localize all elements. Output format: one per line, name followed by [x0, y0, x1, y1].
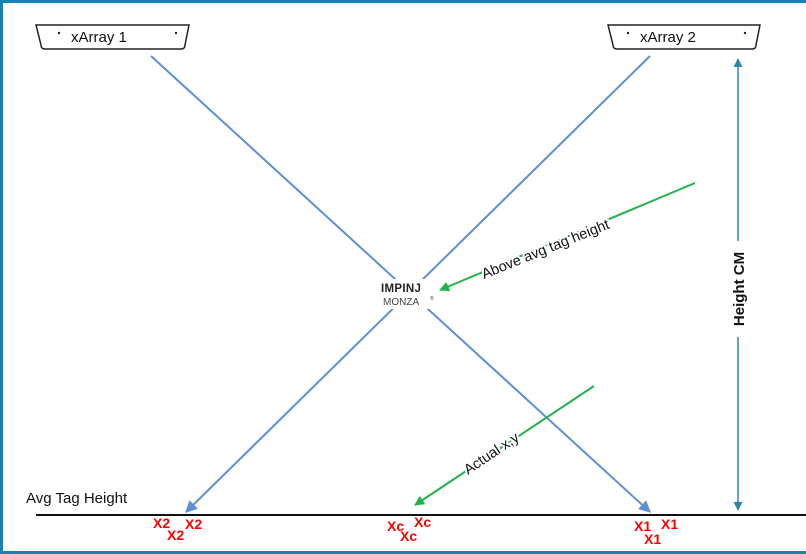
tag-product-text: MONZA	[383, 297, 419, 308]
xc-marker-b: Xc	[414, 514, 431, 530]
tag-logo-backdrop	[377, 279, 443, 309]
height-label-backdrop	[728, 241, 748, 337]
reader-1-label: xArray 1	[71, 29, 127, 46]
x1-marker-b: X1	[661, 516, 678, 532]
height-cm-label: Height CM	[731, 252, 748, 326]
actual-xy-annotation: Actual x,y	[461, 429, 523, 478]
xc-marker-c: Xc	[400, 528, 417, 544]
reader-xarray-2: xArray 2	[607, 24, 761, 50]
reader-1-led-left	[57, 31, 61, 35]
x2-marker-b: X2	[185, 516, 202, 532]
xc-marker-a: Xc	[387, 518, 404, 534]
avg-tag-height-label: Avg Tag Height	[26, 490, 128, 507]
reader-xarray-1: xArray 1	[35, 24, 190, 50]
reader-1-led-right	[174, 31, 178, 35]
reader-2-label: xArray 2	[640, 29, 696, 46]
reader-2-led-left	[626, 31, 630, 35]
tag-product-mark: ®	[430, 295, 434, 302]
actual-xy-pointer-arrow	[414, 385, 595, 506]
x2-marker-a: X2	[153, 515, 170, 531]
x1-marker-c: X1	[644, 531, 661, 547]
reader-1-body	[35, 24, 190, 50]
x2-marker-c: X2	[167, 527, 184, 543]
reader-2-body	[607, 24, 761, 50]
above-avg-pointer-arrow	[439, 182, 696, 292]
x1-marker-a: X1	[634, 518, 651, 534]
above-avg-annotation: Above avg tag height	[480, 217, 612, 283]
reader-2-led-right	[743, 31, 747, 35]
tag-brand-text: IMPINJ	[381, 283, 421, 295]
tag-height-diagram: xArray 1 xArray 2 IMPINJ MONZA ® Height …	[26, 24, 806, 547]
